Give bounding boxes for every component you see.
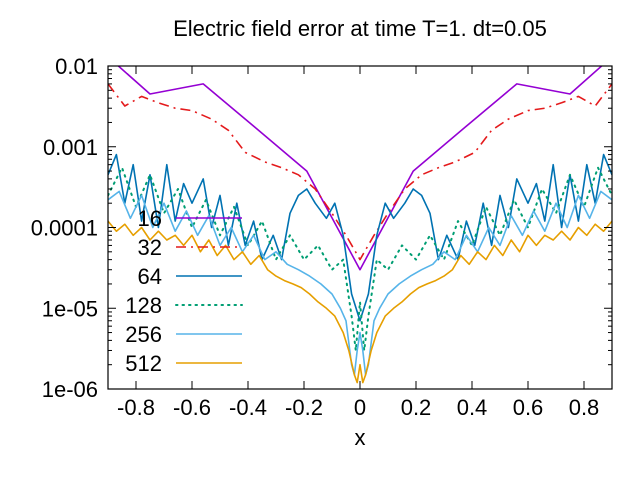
x-tick-label: 0	[354, 395, 366, 420]
y-tick-label: 1e-05	[42, 296, 98, 321]
legend-label-256: 256	[125, 322, 162, 347]
axes-layer: -0.8 -0.6 -0.4 -0.2 0 0.2 0.4 0.6 0.8 1e-06 1e-05 0…	[31, 54, 612, 420]
series-line-64	[108, 153, 612, 322]
series-line-16	[117, 66, 603, 271]
legend-label-64: 64	[138, 264, 162, 289]
x-tick-label: -0.6	[173, 395, 211, 420]
series-line-32	[108, 83, 612, 261]
x-tick-label: -0.8	[117, 395, 155, 420]
x-tick-label: -0.4	[229, 395, 267, 420]
legend-label-16: 16	[138, 206, 162, 231]
series-layer	[108, 66, 612, 384]
legend-label-128: 128	[125, 293, 162, 318]
x-axis-label: x	[355, 425, 366, 450]
legend-label-32: 32	[138, 235, 162, 260]
x-tick-label: 0.4	[457, 395, 488, 420]
series-line-128	[108, 166, 612, 352]
x-tick-label: 0.6	[513, 395, 544, 420]
y-tick-label: 0.01	[55, 54, 98, 79]
y-tick-label: 0.001	[43, 135, 98, 160]
x-tick-label: 0.8	[569, 395, 600, 420]
series-line-256	[108, 190, 612, 376]
legend-label-512: 512	[125, 351, 162, 376]
x-tick-label: -0.2	[285, 395, 323, 420]
y-tick-label: 0.0001	[31, 216, 98, 241]
series-line-512	[108, 220, 612, 384]
legend: 16 32 64 128 256 512	[125, 206, 243, 376]
plot-frame	[107, 65, 613, 390]
y-tick-label: 1e-06	[42, 377, 98, 402]
x-tick-label: 0.2	[401, 395, 432, 420]
chart-title: Electric field error at time T=1. dt=0.0…	[173, 16, 547, 41]
